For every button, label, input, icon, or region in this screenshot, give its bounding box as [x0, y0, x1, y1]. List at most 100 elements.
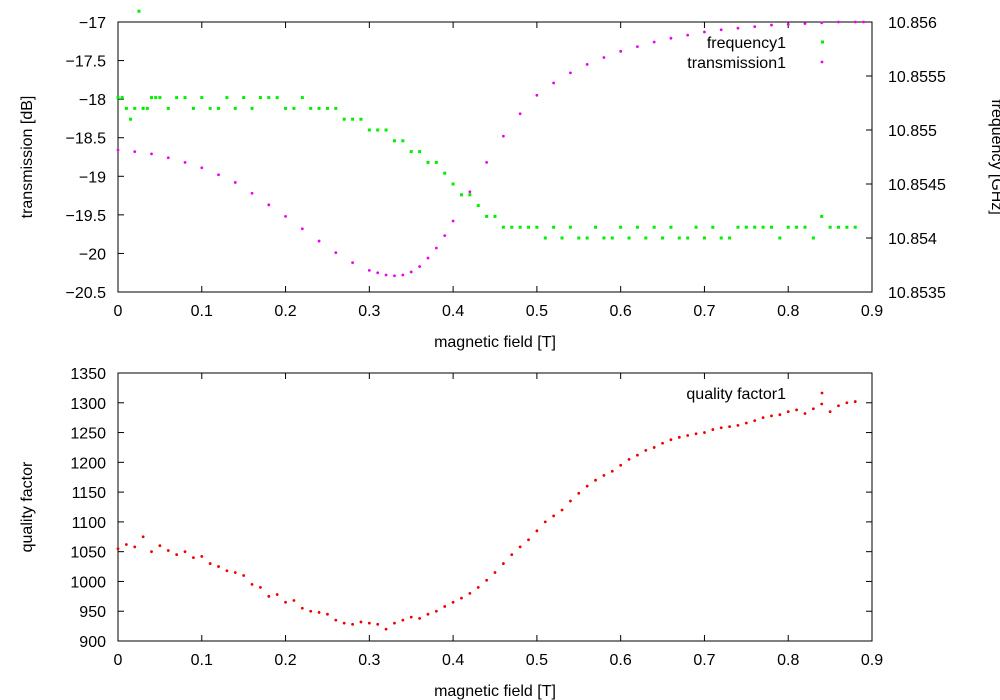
data-point [242, 96, 246, 100]
y-tick-label: −18.5 [66, 131, 107, 148]
data-point [451, 219, 455, 223]
data-point [200, 166, 204, 170]
data-point [853, 20, 857, 24]
x-tick-label: 0.7 [693, 303, 715, 320]
data-point [677, 435, 681, 439]
x-tick-label: 0.3 [358, 303, 380, 320]
data-point [133, 545, 137, 549]
data-point [300, 227, 304, 231]
data-point [778, 236, 782, 240]
x-tick-label: 0.8 [777, 303, 799, 320]
data-point [150, 152, 153, 156]
data-point [493, 214, 497, 218]
data-point [443, 605, 447, 608]
data-point [803, 412, 807, 415]
data-point [644, 236, 648, 240]
data-point [192, 556, 195, 560]
data-point [334, 106, 338, 110]
data-point [426, 160, 430, 164]
data-point [200, 555, 204, 558]
y2-tick-label: 10.8545 [888, 177, 946, 194]
data-point [137, 9, 141, 13]
data-point [342, 117, 346, 121]
data-point [426, 612, 430, 616]
data-point [594, 225, 598, 229]
data-point [166, 156, 170, 160]
data-point [736, 424, 740, 427]
data-point [183, 161, 187, 164]
data-point [351, 117, 355, 121]
data-point [786, 410, 790, 414]
data-point [334, 618, 338, 622]
data-point [326, 612, 329, 616]
data-point [233, 181, 237, 184]
series-quality-factor1 [116, 400, 857, 631]
data-point [862, 20, 866, 24]
data-point [535, 225, 539, 229]
x-tick-label: 0.6 [610, 303, 632, 320]
data-point [154, 96, 158, 100]
data-point [485, 161, 489, 164]
y-tick-label: 1350 [70, 366, 106, 383]
data-point [133, 150, 137, 154]
data-point [250, 191, 254, 195]
series-frequency1 [116, 9, 857, 240]
legend-marker [820, 391, 824, 395]
data-point [334, 251, 338, 255]
data-point [300, 606, 304, 610]
plot-frame [117, 21, 873, 293]
data-point [527, 225, 531, 229]
data-point [828, 225, 832, 229]
data-point [619, 463, 623, 467]
data-point [853, 400, 857, 403]
data-point [552, 81, 556, 85]
data-point [300, 96, 304, 100]
y-tick-label: 1100 [72, 515, 107, 532]
data-point [384, 273, 388, 277]
y-tick-label: −20.5 [66, 285, 107, 302]
data-point [510, 225, 514, 229]
data-point [129, 117, 133, 121]
y-tick-label: 1200 [70, 455, 106, 472]
x-tick-label: 0 [114, 303, 123, 320]
y2-tick-label: 10.855 [888, 123, 937, 140]
data-point [719, 426, 723, 430]
data-point [225, 569, 229, 573]
data-point [225, 96, 229, 100]
data-point [602, 56, 606, 59]
x-tick-label: 0.5 [526, 652, 548, 669]
y2-tick-label: 10.854 [888, 231, 937, 248]
x-tick-label: 0.1 [191, 652, 213, 669]
data-point [217, 106, 221, 110]
x-tick-label: 0.4 [442, 303, 464, 320]
data-point [610, 469, 614, 473]
data-point [150, 96, 154, 100]
data-point [409, 150, 413, 154]
data-point [384, 128, 388, 132]
data-point [795, 408, 798, 412]
legend-label: frequency1 [707, 35, 786, 52]
data-point [468, 193, 472, 197]
data-point [820, 214, 824, 218]
data-point [610, 236, 614, 240]
data-point [761, 416, 765, 420]
data-point [736, 26, 740, 30]
data-point [719, 236, 723, 240]
data-point [376, 622, 380, 626]
data-point [828, 410, 832, 414]
x-tick-label: 0.1 [191, 303, 213, 320]
data-point [418, 265, 421, 268]
x-tick-label: 0.5 [526, 303, 548, 320]
data-point [543, 236, 547, 240]
data-point [736, 225, 740, 229]
x-tick-label: 0.2 [274, 652, 296, 669]
data-point [853, 225, 857, 229]
y-tick-label: 900 [79, 634, 106, 651]
plot-frame [117, 372, 873, 642]
data-point [292, 599, 296, 602]
data-point [351, 622, 354, 626]
data-point [811, 407, 815, 411]
data-point [619, 225, 623, 229]
data-point [426, 256, 430, 260]
data-point [116, 96, 120, 100]
